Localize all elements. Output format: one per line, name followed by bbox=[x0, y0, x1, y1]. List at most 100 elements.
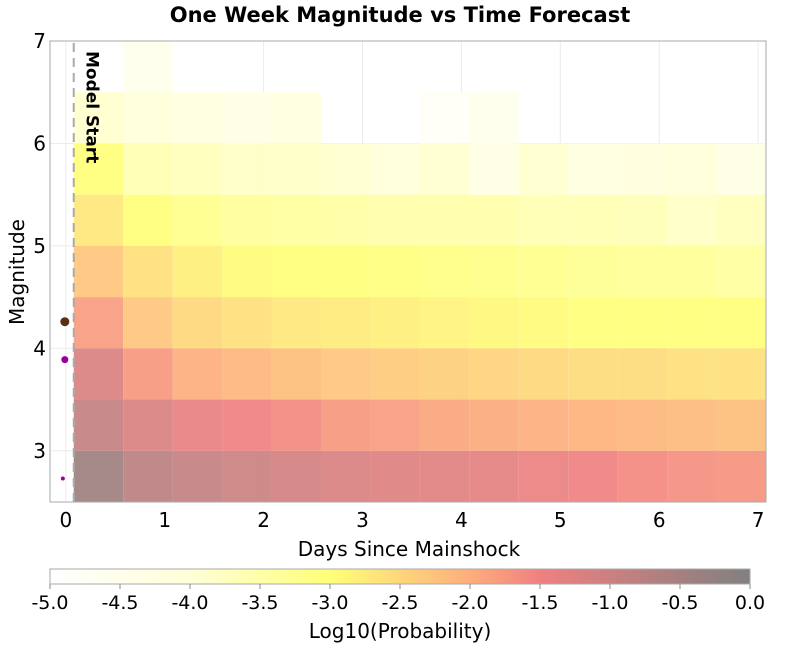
plot-frame bbox=[49, 40, 767, 503]
heatmap-cell bbox=[518, 450, 569, 502]
heatmap-cell bbox=[568, 143, 618, 195]
y-tick-labels: 3 4 5 6 7 bbox=[33, 29, 46, 463]
heatmap-cell bbox=[568, 194, 618, 246]
heatmap-cell bbox=[568, 297, 618, 349]
y-tick-label: 6 bbox=[33, 131, 46, 155]
x-tick-label: 6 bbox=[653, 508, 666, 532]
y-tick-label: 5 bbox=[33, 234, 46, 258]
heatmap-cell bbox=[617, 348, 668, 400]
heatmap-cell bbox=[370, 194, 420, 246]
heatmap-cell bbox=[667, 245, 717, 298]
heatmap-cell bbox=[73, 143, 124, 195]
heatmap-cell bbox=[172, 450, 223, 502]
heatmap-cell bbox=[222, 92, 272, 144]
heatmap-cell bbox=[469, 245, 519, 298]
heatmap-cell bbox=[667, 143, 717, 195]
heatmap-cell bbox=[271, 399, 321, 451]
y-tick-label: 4 bbox=[33, 336, 46, 360]
colorbar-label: Log10(Probability) bbox=[309, 619, 492, 643]
heatmap-cell bbox=[123, 348, 173, 400]
heatmap-cell bbox=[172, 143, 223, 195]
heatmap-cell bbox=[469, 450, 519, 502]
x-tick-label: 5 bbox=[554, 508, 567, 532]
heatmap-cell bbox=[123, 245, 173, 298]
heatmap-cell bbox=[568, 399, 618, 451]
heatmap-cell bbox=[172, 297, 223, 349]
heatmap-cell bbox=[222, 450, 272, 502]
colorbar-tick-label: -4.0 bbox=[171, 592, 208, 614]
heatmap-cell bbox=[469, 399, 519, 451]
observed-events bbox=[60, 317, 70, 481]
heatmap-cell bbox=[172, 194, 223, 246]
heatmap-cell bbox=[271, 297, 321, 349]
heatmap-cell bbox=[73, 348, 124, 400]
heatmap-cell bbox=[73, 92, 124, 144]
heatmap-cell bbox=[419, 245, 470, 298]
heatmap-cell bbox=[518, 194, 569, 246]
heatmap-cell bbox=[419, 450, 470, 502]
heatmap-cell bbox=[123, 92, 173, 144]
heatmap-cell bbox=[271, 194, 321, 246]
heatmap-cell bbox=[123, 41, 173, 93]
heatmap-cell bbox=[370, 450, 420, 502]
heatmap-cell bbox=[222, 348, 272, 400]
heatmap-cell bbox=[172, 399, 223, 451]
heatmap-cell bbox=[518, 143, 569, 195]
heatmap-cell bbox=[617, 399, 668, 451]
heatmap-cell bbox=[271, 92, 321, 144]
heatmap-cell bbox=[518, 297, 569, 349]
y-tick-label: 3 bbox=[33, 439, 46, 463]
heatmap-cell bbox=[73, 399, 124, 451]
heatmap-cell bbox=[667, 297, 717, 349]
heatmap-cell bbox=[320, 245, 371, 298]
heatmap-cell bbox=[667, 450, 717, 502]
colorbar-tick-label: -2.5 bbox=[381, 592, 418, 614]
heatmap-cell bbox=[667, 348, 717, 400]
heatmap-cell bbox=[222, 399, 272, 451]
x-tick-labels: 0 1 2 3 4 5 6 7 bbox=[59, 508, 764, 532]
heatmap-cell bbox=[568, 348, 618, 400]
heatmap-cell bbox=[518, 348, 569, 400]
heatmap-cell bbox=[320, 348, 371, 400]
colorbar-tick-label: -0.5 bbox=[661, 592, 698, 614]
heatmap-cell bbox=[123, 194, 173, 246]
heatmap-cell bbox=[617, 297, 668, 349]
model-start-label: Model Start bbox=[82, 51, 102, 163]
colorbar-tick-labels: -5.0 -4.5 -4.0 -3.5 -3.0 -2.5 -2.0 -1.5 -1.0 -0.5… bbox=[31, 584, 765, 614]
heatmap-cell bbox=[370, 297, 420, 349]
heatmap-cell bbox=[716, 297, 766, 349]
heatmap-cell bbox=[469, 92, 519, 144]
event-marker bbox=[61, 356, 69, 364]
y-axis-label: Magnitude bbox=[5, 219, 29, 325]
heatmap-cell bbox=[419, 297, 470, 349]
colorbar-tick-label: -2.0 bbox=[451, 592, 488, 614]
event-marker bbox=[60, 476, 65, 481]
heatmap-cell bbox=[716, 399, 766, 451]
heatmap-cell bbox=[222, 143, 272, 195]
heatmap-cell bbox=[123, 297, 173, 349]
heatmap-cell bbox=[123, 450, 173, 502]
heatmap-cell bbox=[320, 297, 371, 349]
heatmap-cell bbox=[469, 297, 519, 349]
heatmap-cell bbox=[370, 399, 420, 451]
heatmap-cell bbox=[222, 194, 272, 246]
x-tick-label: 2 bbox=[257, 508, 270, 532]
heatmap-cell bbox=[320, 194, 371, 246]
heatmap-cell bbox=[617, 194, 668, 246]
heatmap-cell bbox=[617, 143, 668, 195]
heatmap-cell bbox=[222, 297, 272, 349]
heatmap-cell bbox=[716, 245, 766, 298]
colorbar-tick-label: -1.0 bbox=[591, 592, 628, 614]
heatmap-cell bbox=[419, 399, 470, 451]
heatmap-cell bbox=[320, 450, 371, 502]
heatmap-cell bbox=[419, 143, 470, 195]
chart-title: One Week Magnitude vs Time Forecast bbox=[170, 3, 631, 27]
heatmap-cells bbox=[73, 41, 766, 502]
colorbar-tick-label: 0.0 bbox=[735, 592, 765, 614]
colorbar-tick-label: -1.5 bbox=[521, 592, 558, 614]
heatmap-cell bbox=[617, 245, 668, 298]
heatmap-cell bbox=[469, 348, 519, 400]
heatmap-cell bbox=[667, 194, 717, 246]
heatmap-cell bbox=[370, 143, 420, 195]
heatmap-cell bbox=[667, 399, 717, 451]
